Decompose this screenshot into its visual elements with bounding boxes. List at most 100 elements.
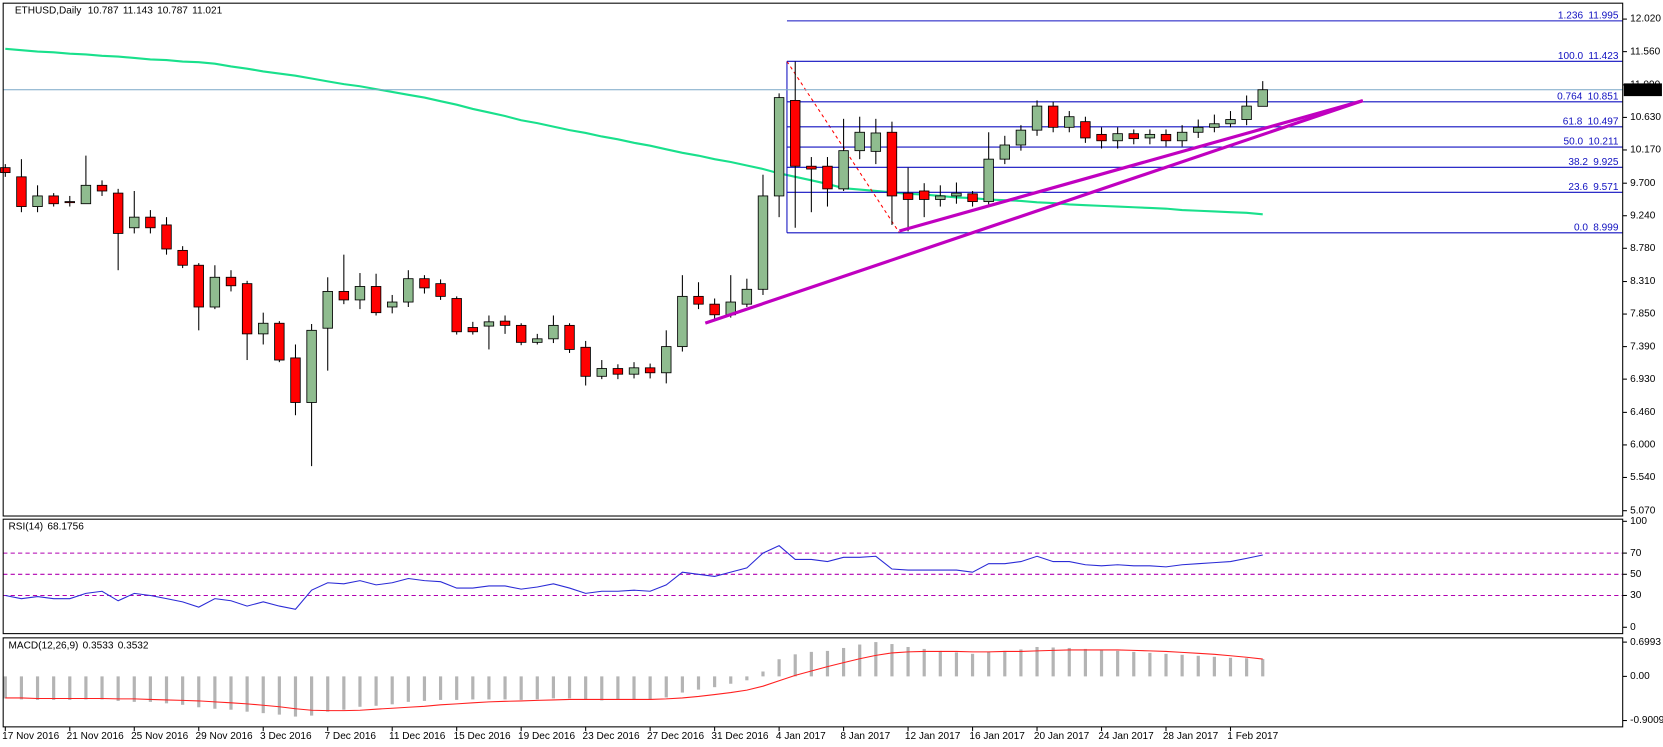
candle-body [661, 346, 672, 374]
y-tick-label: 50 [1630, 569, 1642, 580]
x-tick-label: 17 Nov 2016 [2, 731, 59, 742]
candle-body [161, 224, 172, 250]
x-tick-label: 31 Dec 2016 [711, 731, 768, 742]
candle-body [1031, 105, 1043, 131]
candle-body [1225, 119, 1236, 125]
x-tick-label: 27 Dec 2016 [647, 731, 704, 742]
fib-price: 8.999 [1593, 222, 1619, 233]
candle-body [580, 346, 591, 377]
chart-header: ETHUSD,Daily 10.787 11.143 10.787 11.021 [15, 5, 223, 16]
candle-body [1080, 121, 1091, 139]
candle-body [483, 321, 495, 327]
candle-body [741, 288, 753, 305]
candle-body [1096, 133, 1107, 142]
y-tick-label: 5.540 [1630, 472, 1656, 483]
candle-body [612, 368, 624, 375]
y-tick-label: 0.00 [1630, 671, 1650, 682]
rsi-line [5, 545, 1263, 610]
candle-body [644, 367, 656, 374]
y-tick-label: 0.6993 [1630, 637, 1661, 648]
candle-body [80, 184, 92, 205]
fib-label: 100.0 11.423 [1558, 51, 1619, 62]
y-tick-label: 7.390 [1630, 341, 1656, 352]
header-high: 11.143 [123, 5, 153, 16]
candle-body [935, 195, 946, 200]
x-tick-label: 11 Dec 2016 [389, 731, 446, 742]
candle-body [548, 324, 559, 340]
fib-price: 9.571 [1593, 182, 1619, 193]
y-tick-label: 12.020 [1630, 14, 1661, 25]
candle-body [1144, 133, 1156, 139]
fib-label: 1.236 11.995 [1558, 10, 1619, 21]
candle-body [322, 291, 333, 329]
candle-body [1257, 89, 1268, 107]
x-tick-label: 16 Jan 2017 [969, 731, 1025, 742]
price-tag [1623, 83, 1662, 97]
y-tick-label: 10.170 [1630, 145, 1661, 156]
fib-ratio: 0.764 [1557, 91, 1583, 102]
fib-label: 38.2 9.925 [1568, 157, 1619, 168]
fib-ratio: 1.236 [1558, 10, 1584, 21]
fib-ratio: 23.6 [1568, 182, 1588, 193]
fib-price: 10.497 [1588, 116, 1619, 127]
x-tick-label: 3 Dec 2016 [260, 731, 312, 742]
moving-average [5, 47, 1263, 216]
candle-body [854, 131, 865, 152]
candle-body [225, 276, 237, 287]
candle-body [596, 368, 607, 377]
plot-layer: 1.236 11.995 100.0 11.423 0.764 10.851 61.8 10.… [0, 10, 1623, 717]
candle-body [983, 158, 994, 203]
y-tick-label: -0.9009 [1630, 715, 1663, 726]
fib-ratio: 0.0 [1574, 222, 1588, 233]
y-tick-label: 9.240 [1630, 210, 1656, 221]
y-tick-label: 30 [1630, 590, 1642, 601]
trend-line [704, 99, 1364, 325]
candle-body [1128, 133, 1139, 140]
x-tick-label: 29 Nov 2016 [196, 731, 253, 742]
candle-body [757, 195, 769, 290]
fib-ratio: 38.2 [1568, 157, 1588, 168]
candle-body [499, 320, 511, 326]
candle-body [112, 192, 124, 234]
candle-body [306, 329, 317, 403]
x-tick-label: 20 Jan 2017 [1034, 731, 1090, 742]
fib-price: 9.925 [1593, 157, 1619, 168]
candle-body [290, 357, 301, 403]
candle-body [902, 192, 914, 200]
candle-body [241, 283, 253, 335]
header-close: 11.021 [192, 5, 222, 16]
y-tick-label: 6.460 [1630, 407, 1656, 418]
x-tick-label: 21 Nov 2016 [67, 731, 124, 742]
y-tick-label: 8.780 [1630, 243, 1656, 254]
rsi-header: RSI(14) 68.1756 [8, 521, 84, 532]
candle-body [419, 278, 430, 289]
candle-body [564, 324, 575, 350]
header-open: 10.787 [88, 5, 119, 16]
x-tick-label: 8 Jan 2017 [840, 731, 890, 742]
x-tick-label: 25 Nov 2016 [131, 731, 188, 742]
candle-body [193, 264, 204, 308]
x-tick-label: 4 Jan 2017 [776, 731, 826, 742]
candle-body [1176, 131, 1188, 142]
candle-body [258, 322, 269, 335]
x-tick-label: 23 Dec 2016 [582, 731, 639, 742]
x-tick-label: 28 Jan 2017 [1163, 731, 1219, 742]
candle-body [435, 283, 446, 297]
main-pane-frame [2, 2, 1624, 517]
fib-label: 23.6 9.571 [1568, 182, 1619, 193]
x-tick-label: 12 Jan 2017 [905, 731, 961, 742]
x-tick-label: 15 Dec 2016 [454, 731, 511, 742]
candle-body [338, 291, 350, 301]
candle-body [790, 100, 801, 167]
candle-body [1015, 129, 1027, 146]
rsi-title: RSI(14) [8, 521, 43, 532]
candle-body [999, 144, 1010, 160]
price-tag-label: 11.021 [1627, 84, 1658, 95]
macd-value: 0.3533 [83, 640, 114, 651]
candle-body [48, 195, 59, 205]
x-tick-label: 24 Jan 2017 [1098, 731, 1154, 742]
candle-body [177, 249, 188, 266]
candle-body [387, 301, 398, 308]
